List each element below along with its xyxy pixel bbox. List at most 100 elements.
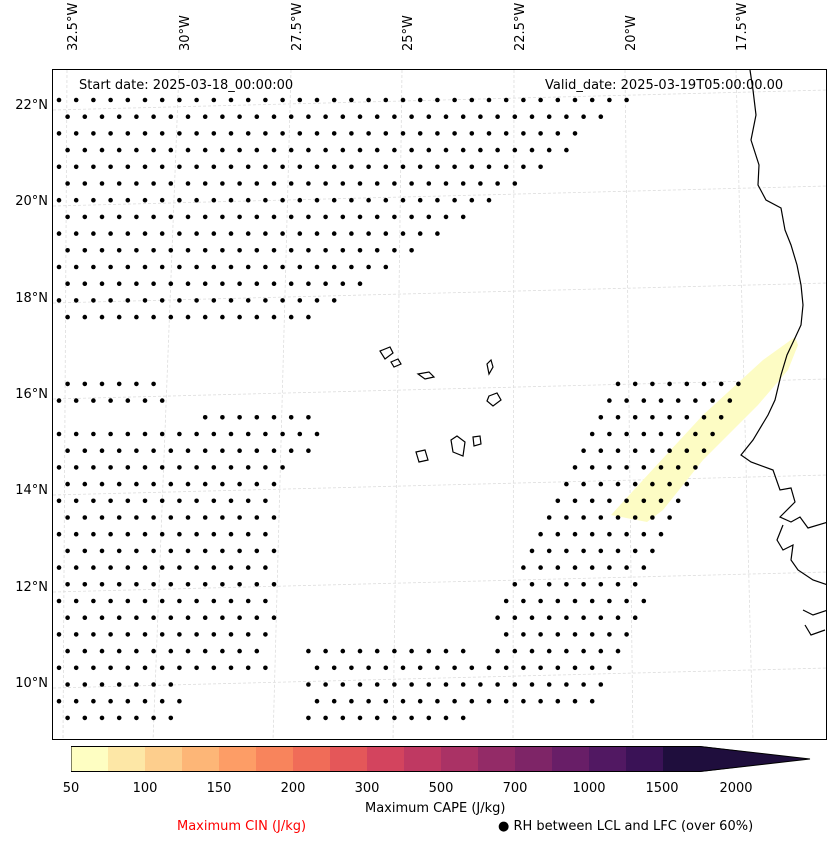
rh-dot	[271, 415, 277, 420]
rh-dot	[73, 197, 79, 203]
rh-dot	[417, 131, 423, 136]
rh-dot	[263, 632, 268, 637]
lon-label-25w: 25°W	[401, 15, 416, 51]
rh-dot	[91, 565, 96, 570]
rh-dot	[392, 147, 397, 153]
rh-dot	[443, 114, 449, 119]
rh-dot	[650, 415, 655, 420]
rh-dot	[245, 465, 251, 470]
rh-dot	[151, 248, 156, 253]
rh-dot	[82, 481, 88, 487]
rh-dot	[331, 665, 337, 671]
cape-colorbar	[71, 746, 811, 772]
rh-dot	[82, 147, 88, 153]
rh-dot	[134, 381, 139, 387]
rh-dot	[323, 248, 328, 253]
rh-dot	[323, 281, 328, 286]
rh-dot	[675, 398, 681, 403]
rh-dot	[228, 197, 234, 203]
rh-dot	[159, 565, 165, 570]
rh-dot	[280, 97, 285, 103]
rh-dot	[56, 698, 62, 704]
rh-dot	[91, 465, 96, 470]
rh-dot	[357, 715, 363, 721]
rh-dot	[331, 231, 337, 236]
rh-dot	[615, 648, 621, 654]
rh-dot	[529, 147, 535, 153]
rh-dot	[288, 214, 294, 220]
colorbar-tick: 300	[354, 781, 380, 796]
rh-dot	[202, 114, 208, 119]
rh-dot	[168, 582, 174, 587]
rh-dot	[469, 97, 475, 103]
rh-dot	[607, 465, 612, 470]
rh-dot	[589, 531, 595, 537]
rh-dot	[314, 164, 320, 170]
rh-dot	[486, 131, 492, 136]
rh-dot	[202, 648, 208, 654]
rh-dot	[564, 147, 569, 153]
rh-dot	[417, 231, 423, 236]
rh-dot	[56, 565, 62, 570]
rh-dot	[263, 298, 268, 303]
rh-dot	[220, 415, 225, 420]
colorbar-swatch	[441, 746, 479, 772]
colorbar-tick: 200	[280, 781, 306, 796]
rh-dot	[452, 164, 457, 170]
rh-dot	[383, 97, 389, 103]
rh-dot	[409, 214, 414, 220]
rh-dot	[349, 131, 354, 136]
rh-dot	[237, 281, 242, 286]
rh-dot	[641, 531, 647, 537]
rh-dot	[177, 598, 182, 604]
rh-dot	[538, 531, 543, 537]
rh-dot	[56, 231, 62, 236]
rh-dot	[331, 131, 337, 136]
rh-dot	[529, 582, 535, 587]
rh-dot	[581, 548, 586, 554]
rh-dot	[521, 665, 526, 671]
rh-dot	[99, 381, 105, 387]
rh-dot	[460, 715, 466, 721]
rh-dot	[564, 515, 569, 520]
rh-dot	[151, 582, 156, 587]
rh-dot	[572, 97, 578, 103]
rh-dot	[194, 164, 199, 170]
rh-dot	[245, 164, 251, 170]
colorbar-tick: 500	[428, 781, 454, 796]
rh-dot	[598, 682, 604, 687]
rh-dot	[73, 465, 79, 470]
rh-dot	[125, 598, 131, 604]
rh-dot	[263, 131, 268, 136]
rh-dot	[185, 615, 191, 620]
rh-dot	[202, 248, 208, 253]
rh-dot	[555, 97, 561, 103]
rh-dot	[288, 114, 294, 119]
rh-dot	[168, 448, 174, 454]
rh-dot	[460, 648, 466, 654]
rh-dot	[271, 248, 277, 253]
rh-dot	[400, 164, 406, 170]
rh-dot	[56, 465, 62, 470]
rh-dot	[435, 131, 440, 136]
rh-dot	[168, 548, 174, 554]
rh-dot	[426, 181, 432, 186]
rh-dot	[443, 682, 449, 687]
rh-dot	[108, 465, 113, 470]
rh-dot	[340, 248, 346, 253]
rh-dot	[211, 498, 217, 504]
rh-dot	[271, 615, 277, 620]
rh-dot	[495, 615, 500, 620]
rh-dot	[572, 665, 578, 671]
map-canvas	[53, 70, 826, 739]
rh-dot	[211, 298, 217, 303]
rh-dot	[589, 565, 595, 570]
rh-dot	[177, 665, 182, 671]
rh-dot	[99, 481, 105, 487]
rh-dot	[151, 381, 156, 387]
lon-label-32-5w: 32.5°W	[66, 2, 81, 51]
rh-dot	[400, 131, 406, 136]
rh-dot	[202, 281, 208, 286]
rh-dot	[624, 565, 629, 570]
rh-dot	[392, 114, 397, 119]
